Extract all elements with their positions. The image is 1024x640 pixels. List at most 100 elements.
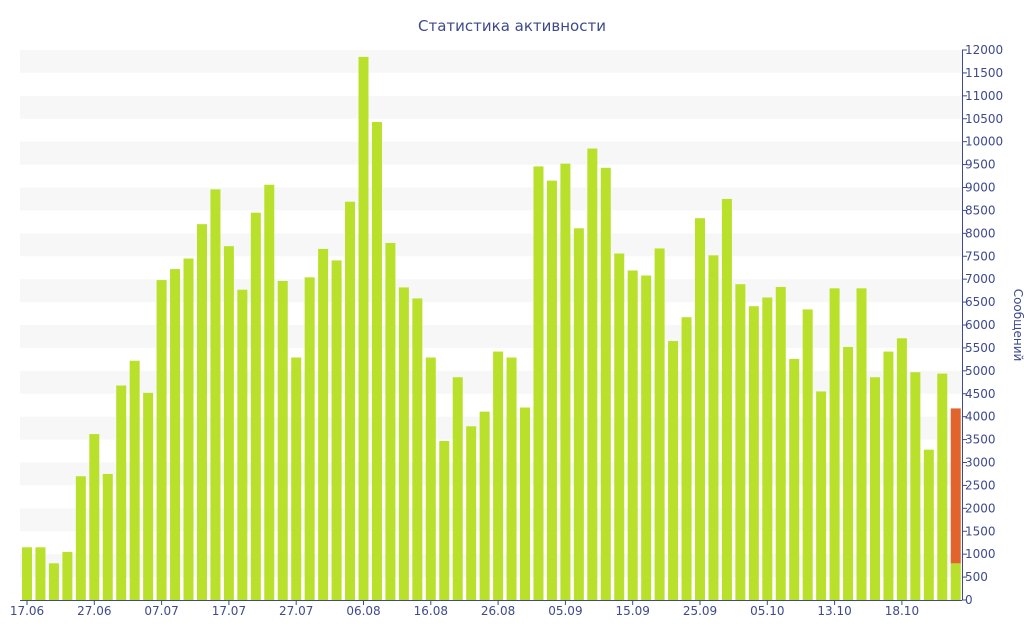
y-tick-label: 5500 bbox=[965, 341, 996, 355]
bar-highlight bbox=[950, 408, 961, 564]
x-tick-label: 15.09 bbox=[616, 604, 650, 618]
y-tick-label: 11500 bbox=[965, 66, 1003, 80]
bar bbox=[318, 248, 329, 601]
bar bbox=[533, 166, 544, 601]
bar bbox=[479, 411, 490, 601]
bar bbox=[237, 289, 248, 600]
bar bbox=[721, 198, 732, 600]
x-tick-label: 07.07 bbox=[144, 604, 178, 618]
y-tick-label: 0 bbox=[965, 593, 973, 607]
bar bbox=[385, 242, 396, 600]
bar bbox=[950, 563, 961, 600]
bar bbox=[546, 180, 557, 601]
bar bbox=[668, 341, 679, 600]
bar bbox=[506, 357, 517, 600]
bar bbox=[304, 277, 315, 600]
bar bbox=[829, 288, 840, 600]
bar bbox=[116, 385, 127, 600]
x-tick-label: 27.07 bbox=[279, 604, 313, 618]
bar bbox=[654, 248, 665, 600]
bar bbox=[843, 347, 854, 600]
y-tick-label: 3500 bbox=[965, 433, 996, 447]
bar bbox=[695, 218, 705, 600]
x-tick-label: 26.08 bbox=[481, 604, 515, 618]
bar bbox=[910, 372, 921, 600]
bar bbox=[748, 306, 759, 600]
bar bbox=[425, 357, 436, 600]
x-tick-label: 17.06 bbox=[10, 604, 44, 618]
bar bbox=[196, 224, 207, 601]
y-tick-label: 10000 bbox=[965, 135, 1003, 149]
bar bbox=[22, 547, 32, 600]
bar bbox=[264, 184, 275, 600]
y-tick-label: 500 bbox=[965, 570, 988, 584]
grid-band bbox=[20, 95, 962, 119]
y-tick-label: 1500 bbox=[965, 524, 996, 538]
bar bbox=[35, 547, 46, 600]
bar bbox=[816, 391, 827, 600]
bar bbox=[345, 201, 356, 600]
bar bbox=[856, 288, 867, 600]
y-tick-label: 6500 bbox=[965, 295, 996, 309]
bar bbox=[371, 121, 382, 601]
x-tick-label: 05.10 bbox=[750, 604, 784, 618]
bar bbox=[102, 473, 113, 600]
grid-band bbox=[20, 233, 962, 257]
x-tick-label: 16.08 bbox=[414, 604, 448, 618]
bar bbox=[802, 309, 813, 600]
bar bbox=[183, 258, 194, 600]
bar bbox=[439, 440, 450, 600]
y-tick-label: 8500 bbox=[965, 203, 996, 217]
y-tick-label: 5000 bbox=[965, 364, 996, 378]
bar bbox=[398, 287, 409, 600]
bar bbox=[291, 357, 302, 600]
chart-title: Статистика активности bbox=[418, 17, 606, 35]
y-tick-label: 2500 bbox=[965, 478, 996, 492]
y-tick-label: 9000 bbox=[965, 181, 996, 195]
bar bbox=[587, 148, 598, 601]
bar bbox=[923, 449, 934, 600]
y-tick-label: 7500 bbox=[965, 249, 996, 263]
bar bbox=[735, 284, 746, 600]
bar bbox=[62, 551, 73, 601]
x-tick-label: 05.09 bbox=[548, 604, 582, 618]
grid-band bbox=[20, 187, 962, 211]
bar bbox=[358, 56, 369, 601]
x-tick-label: 18.10 bbox=[885, 604, 919, 618]
y-tick-label: 1000 bbox=[965, 547, 996, 561]
y-tick-label: 7000 bbox=[965, 272, 996, 286]
bar bbox=[883, 351, 894, 600]
y-tick-label: 3000 bbox=[965, 456, 996, 470]
bar bbox=[493, 351, 504, 600]
bar bbox=[869, 377, 880, 600]
x-tick-label: 25.09 bbox=[683, 604, 717, 618]
bar bbox=[627, 270, 638, 600]
y-tick-label: 4500 bbox=[965, 387, 996, 401]
bar bbox=[600, 167, 611, 601]
y-axis-label: Сообщений bbox=[1011, 289, 1024, 362]
x-ticks: 17.06 27.06 07.07 17.07 27.07 06.08 16.08 26.08… bbox=[10, 600, 919, 618]
bar bbox=[170, 269, 181, 600]
y-tick-label: 4000 bbox=[965, 410, 996, 424]
bar bbox=[89, 434, 100, 600]
bar bbox=[331, 260, 342, 601]
x-tick-label: 13.10 bbox=[817, 604, 851, 618]
bar bbox=[762, 297, 773, 600]
bar bbox=[452, 377, 463, 600]
x-tick-label: 17.07 bbox=[212, 604, 246, 618]
y-tick-label: 12000 bbox=[965, 43, 1003, 57]
bar bbox=[520, 407, 531, 600]
bar bbox=[641, 275, 652, 600]
bars bbox=[22, 56, 961, 601]
bar bbox=[614, 253, 625, 600]
bar bbox=[250, 212, 261, 600]
bar bbox=[277, 281, 288, 600]
y-tick-label: 2000 bbox=[965, 501, 996, 515]
bar bbox=[412, 298, 423, 600]
bar bbox=[143, 392, 154, 600]
bar bbox=[223, 246, 234, 601]
grid-band bbox=[20, 50, 962, 73]
bar bbox=[129, 360, 140, 600]
